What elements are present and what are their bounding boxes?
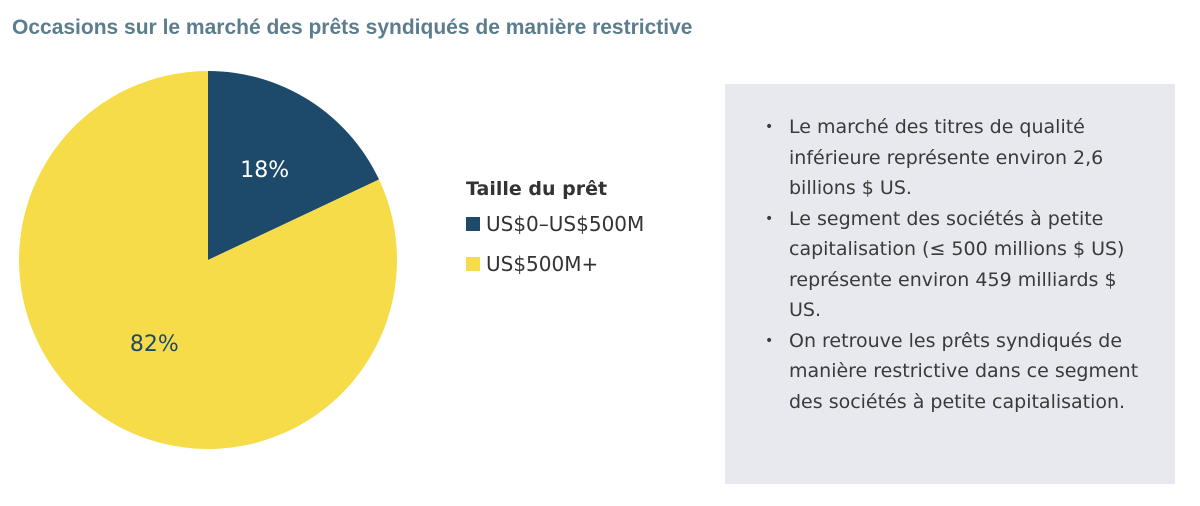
legend-swatch-small-loans <box>466 217 480 231</box>
legend-swatch-large-loans <box>466 257 480 271</box>
legend: Taille du prêt US$0–US$500M US$500M+ <box>466 178 644 292</box>
legend-item-small-loans: US$0–US$500M <box>466 212 644 236</box>
notes-panel: Le marché des titres de qualité inférieu… <box>725 84 1175 484</box>
notes-list: Le marché des titres de qualité inférieu… <box>765 112 1153 417</box>
note-item-market-size: Le marché des titres de qualité inférieu… <box>765 112 1153 204</box>
pie-slice-large-loans <box>18 71 397 449</box>
legend-label-large-loans: US$500M+ <box>486 252 599 276</box>
note-item-restrictive-loans: On retrouve les prêts syndiqués de maniè… <box>765 326 1153 418</box>
pie-slice-small-loans <box>208 71 380 260</box>
legend-label-small-loans: US$0–US$500M <box>486 212 645 236</box>
legend-item-large-loans: US$500M+ <box>466 252 644 276</box>
note-item-small-cap-segment: Le segment des sociétés à petite capital… <box>765 204 1153 326</box>
legend-title: Taille du prêt <box>466 178 608 200</box>
slice-label-small-loans: 18% <box>240 158 289 183</box>
slice-label-large-loans: 82% <box>130 332 179 357</box>
chart-title: Occasions sur le marché des prêts syndiq… <box>12 16 693 39</box>
